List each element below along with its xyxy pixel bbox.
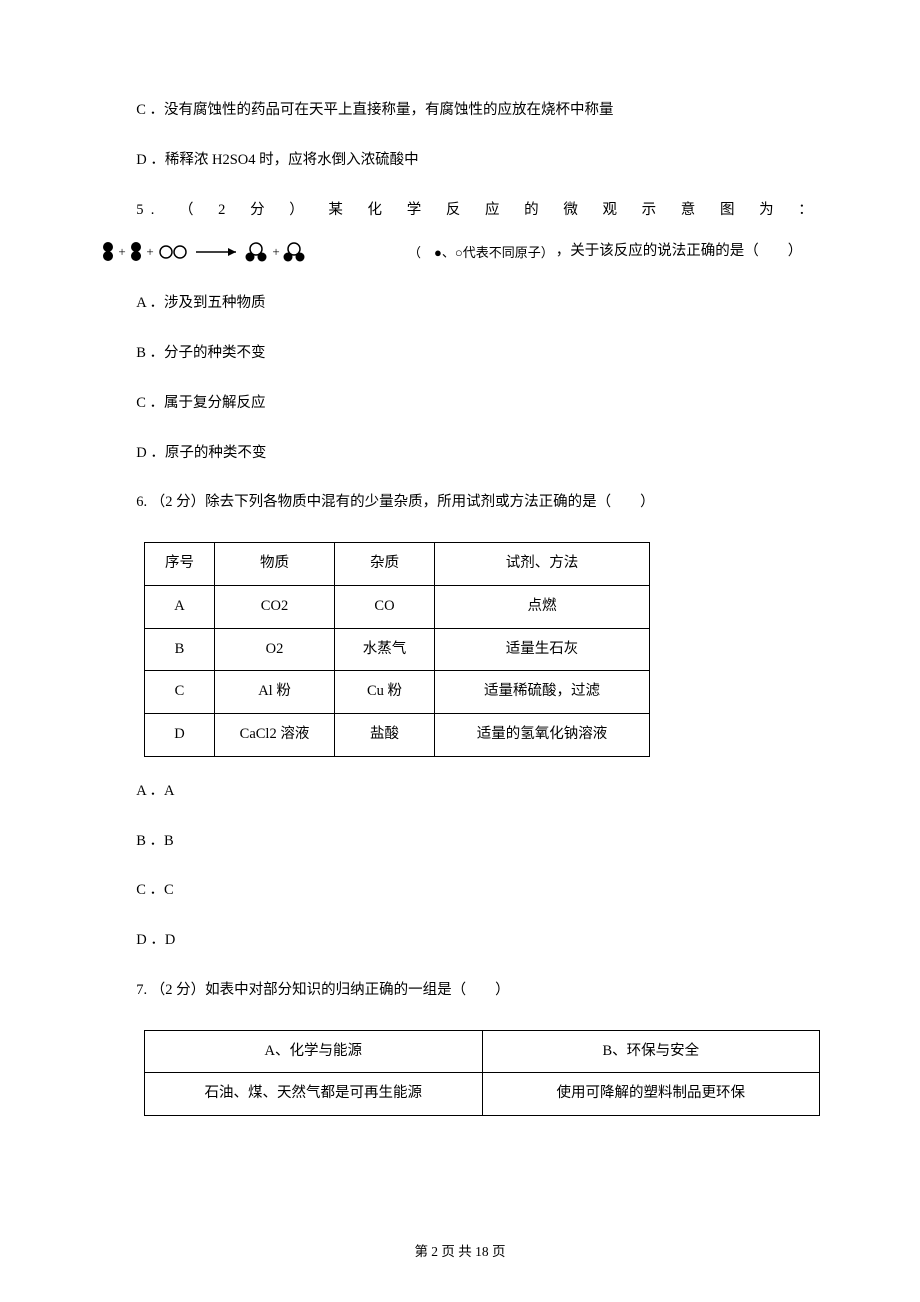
table-row: A CO2 CO 点燃 [145,585,650,628]
q6-cell: CaCl2 溶液 [215,714,335,757]
q6-cell: O2 [215,628,335,671]
q7-stem: 7. （2 分）如表中对部分知识的归纳正确的一组是（ ） [100,980,820,1002]
q6-option-c: C ．C [100,880,820,902]
q6-cell: 适量生石灰 [435,628,650,671]
table-row: C Al 粉 Cu 粉 适量稀硫酸，过滤 [145,671,650,714]
q6-cell: A [145,585,215,628]
page-footer: 第 2 页 共 18 页 [0,1242,920,1262]
q5-option-b: B ．分子的种类不变 [100,343,820,365]
svg-text:+: + [118,244,125,259]
q4-option-c: C ．没有腐蚀性的药品可在天平上直接称量，有腐蚀性的应放在烧杯中称量 [100,100,820,122]
table-row: 序号 物质 杂质 试剂、方法 [145,543,650,586]
page-container: C ．没有腐蚀性的药品可在天平上直接称量，有腐蚀性的应放在烧杯中称量 D ．稀释… [0,0,920,1302]
table-row: B O2 水蒸气 适量生石灰 [145,628,650,671]
q6-cell: 适量的氢氧化钠溶液 [435,714,650,757]
table-row: D CaCl2 溶液 盐酸 适量的氢氧化钠溶液 [145,714,650,757]
reaction-diagram: + + + [100,239,400,265]
q5-stem-tail: ，关于该反应的说法正确的是（ ） [556,241,803,263]
q6-cell: 盐酸 [335,714,435,757]
q6-option-b: B ．B [100,831,820,853]
q6-cell: 水蒸气 [335,628,435,671]
q6-cell: D [145,714,215,757]
q6-cell: Cu 粉 [335,671,435,714]
q7-header-0: A、化学与能源 [145,1030,483,1073]
diagram-note: （ ●、○代表不同原子） [408,243,554,263]
q6-cell: CO2 [215,585,335,628]
q7-header-1: B、环保与安全 [482,1030,819,1073]
svg-text:+: + [146,244,153,259]
q6-header-1: 物质 [215,543,335,586]
q6-stem: 6. （2 分）除去下列各物质中混有的少量杂质，所用试剂或方法正确的是（ ） [100,492,820,514]
q7-cell: 石油、煤、天然气都是可再生能源 [145,1073,483,1116]
q7-table: A、化学与能源 B、环保与安全 石油、煤、天然气都是可再生能源 使用可降解的塑料… [144,1030,820,1117]
q4-option-d: D ．稀释浓 H2SO4 时，应将水倒入浓硫酸中 [100,150,820,172]
q6-cell: Al 粉 [215,671,335,714]
q6-cell: CO [335,585,435,628]
q6-cell: C [145,671,215,714]
q6-cell: 点燃 [435,585,650,628]
q6-header-2: 杂质 [335,543,435,586]
q5-option-c: C ．属于复分解反应 [100,393,820,415]
svg-text:+: + [272,244,279,259]
q5-stem-line2: + + + [100,239,820,265]
q6-header-3: 试剂、方法 [435,543,650,586]
q6-table: 序号 物质 杂质 试剂、方法 A CO2 CO 点燃 B O2 水蒸气 适量生石… [144,542,650,757]
table-row: 石油、煤、天然气都是可再生能源 使用可降解的塑料制品更环保 [145,1073,820,1116]
q6-cell: 适量稀硫酸，过滤 [435,671,650,714]
q6-option-d: D ．D [100,930,820,952]
q7-cell: 使用可降解的塑料制品更环保 [482,1073,819,1116]
q5-stem-line1: 5.（2分）某化学反应的微观示意图为： [100,200,820,222]
table-row: A、化学与能源 B、环保与安全 [145,1030,820,1073]
q6-cell: B [145,628,215,671]
q5-option-d: D ．原子的种类不变 [100,443,820,465]
q6-header-0: 序号 [145,543,215,586]
q6-option-a: A ．A [100,781,820,803]
q5-option-a: A ．涉及到五种物质 [100,293,820,315]
